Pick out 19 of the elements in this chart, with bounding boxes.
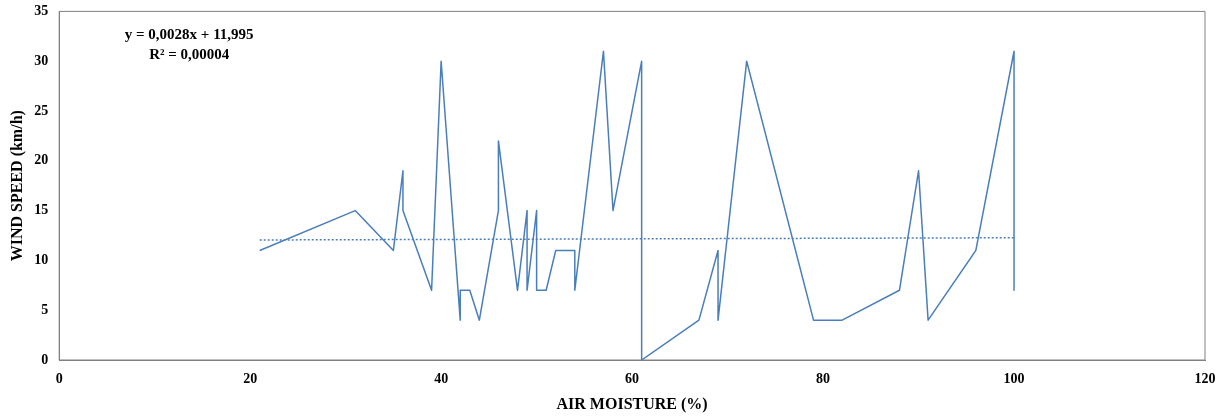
annotation: R² = 0,00004 bbox=[149, 46, 230, 63]
x-tick-label: 60 bbox=[625, 371, 640, 387]
y-tick-label: 0 bbox=[41, 351, 49, 367]
x-tick-label: 40 bbox=[434, 371, 449, 387]
y-axis-title: WIND SPEED (km/h) bbox=[7, 110, 26, 262]
y-tick-label: 15 bbox=[34, 202, 49, 218]
y-tick-label: 35 bbox=[34, 3, 49, 19]
y-tick-label: 20 bbox=[34, 152, 49, 168]
x-axis-title: AIR MOISTURE (%) bbox=[556, 394, 708, 413]
x-tick-label: 20 bbox=[243, 371, 258, 387]
y-tick-label: 5 bbox=[41, 301, 49, 317]
x-tick-label: 100 bbox=[1003, 371, 1025, 387]
y-tick-label: 10 bbox=[34, 252, 49, 268]
x-tick-label: 120 bbox=[1194, 371, 1216, 387]
annotation: y = 0,0028x + 11,995 bbox=[124, 26, 254, 43]
y-tick-label: 25 bbox=[34, 102, 49, 118]
x-tick-label: 80 bbox=[816, 371, 831, 387]
x-tick-label: 0 bbox=[55, 371, 63, 387]
y-tick-label: 30 bbox=[34, 52, 49, 68]
